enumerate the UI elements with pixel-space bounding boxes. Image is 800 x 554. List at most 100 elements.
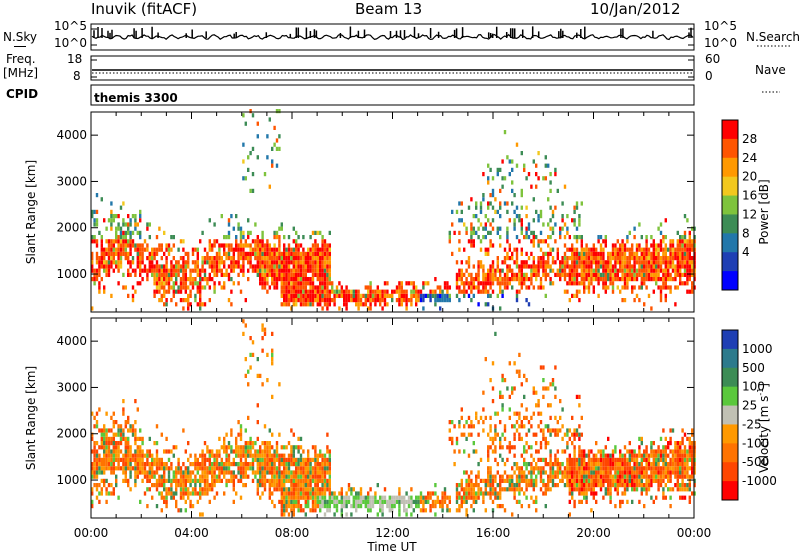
velocity-cell xyxy=(287,441,291,446)
velocity-cell xyxy=(667,466,670,471)
power-cell xyxy=(275,235,279,240)
velocity-cell xyxy=(439,504,442,509)
velocity-cell xyxy=(287,495,291,500)
power-cell xyxy=(328,277,331,282)
power-cell xyxy=(640,281,643,286)
power-cell xyxy=(479,209,483,214)
power-cell xyxy=(213,222,216,227)
velocity-cell xyxy=(477,495,480,500)
velocity-cell xyxy=(328,483,331,488)
velocity-cell xyxy=(626,470,629,475)
power-cell xyxy=(227,264,231,269)
power-cell xyxy=(290,272,293,277)
power-cell xyxy=(467,264,471,269)
velocity-cell xyxy=(290,508,293,513)
power-cell xyxy=(160,268,163,273)
power-cell xyxy=(215,251,219,256)
velocity-cell xyxy=(203,483,207,488)
power-cell xyxy=(479,281,483,286)
velocity-cell xyxy=(271,474,274,479)
power-cell xyxy=(271,163,274,168)
power-cell xyxy=(669,243,672,248)
velocity-cell xyxy=(256,357,259,362)
power-cell xyxy=(91,239,94,244)
velocity-cell xyxy=(494,449,497,454)
power-cell xyxy=(110,243,113,248)
velocity-cell xyxy=(364,495,367,500)
power-cell xyxy=(645,235,648,240)
velocity-cell xyxy=(657,466,660,471)
power-cell xyxy=(203,285,207,290)
power-cell xyxy=(167,285,171,290)
velocity-cell xyxy=(268,466,271,471)
power-cell xyxy=(527,226,531,231)
power-cell xyxy=(628,277,631,282)
power-cell xyxy=(254,256,257,261)
velocity-cell xyxy=(503,428,507,433)
velocity-cell xyxy=(251,340,255,345)
velocity-cell xyxy=(511,445,514,450)
power-cell xyxy=(595,264,598,269)
power-cell xyxy=(297,247,300,252)
power-cell xyxy=(136,264,139,269)
power-cell xyxy=(206,256,209,261)
velocity-cell xyxy=(422,499,425,504)
power-cell xyxy=(146,272,149,277)
velocity-cell xyxy=(506,474,509,479)
velocity-cell xyxy=(475,415,478,420)
power-cell xyxy=(235,235,238,240)
power-cell xyxy=(256,121,259,126)
power-cell xyxy=(328,268,331,273)
velocity-cell xyxy=(657,457,660,462)
velocity-cell xyxy=(309,491,312,496)
power-cell xyxy=(119,264,123,269)
velocity-cell xyxy=(561,462,564,467)
velocity-cell xyxy=(566,432,569,437)
power-cell xyxy=(443,281,447,286)
power-cell xyxy=(251,268,255,273)
velocity-cell xyxy=(100,441,103,446)
velocity-cell xyxy=(359,487,363,492)
power-cell xyxy=(182,306,185,311)
power-cell xyxy=(400,302,403,307)
velocity-cell xyxy=(107,449,111,454)
velocity-cell xyxy=(235,449,238,454)
power-cell xyxy=(91,209,94,214)
velocity-cell xyxy=(693,457,696,462)
velocity-cell xyxy=(681,453,684,458)
velocity-cell xyxy=(256,487,259,492)
power-cell xyxy=(631,243,634,248)
power-cell xyxy=(590,260,593,265)
power-cell xyxy=(575,293,579,298)
power-cell xyxy=(235,214,238,219)
power-cell xyxy=(160,281,163,286)
velocity-cell xyxy=(256,462,259,467)
power-cell xyxy=(275,277,279,282)
power-cell xyxy=(136,247,139,252)
power-cell xyxy=(655,247,658,252)
velocity-cell xyxy=(331,491,334,496)
power-cell xyxy=(477,218,480,223)
velocity-cell xyxy=(98,453,101,458)
power-cell xyxy=(314,251,317,256)
velocity-cell xyxy=(249,453,252,458)
power-cell xyxy=(573,222,576,227)
velocity-cell xyxy=(189,491,192,496)
velocity-cell xyxy=(482,420,485,425)
power-cell xyxy=(506,256,509,261)
power-cell xyxy=(302,251,305,256)
power-cell xyxy=(472,239,475,244)
power-cell xyxy=(376,298,379,303)
power-cell xyxy=(256,251,259,256)
velocity-cell xyxy=(496,411,499,416)
power-cell xyxy=(571,293,574,298)
power-cell xyxy=(191,285,195,290)
velocity-cell xyxy=(213,466,216,471)
power-cell xyxy=(103,268,106,273)
velocity-cell xyxy=(251,457,255,462)
velocity-cell xyxy=(655,466,658,471)
colorbar-tick-label: -25 xyxy=(742,417,762,431)
power-cell xyxy=(592,289,595,294)
velocity-cell xyxy=(645,483,648,488)
velocity-cell xyxy=(532,483,535,488)
